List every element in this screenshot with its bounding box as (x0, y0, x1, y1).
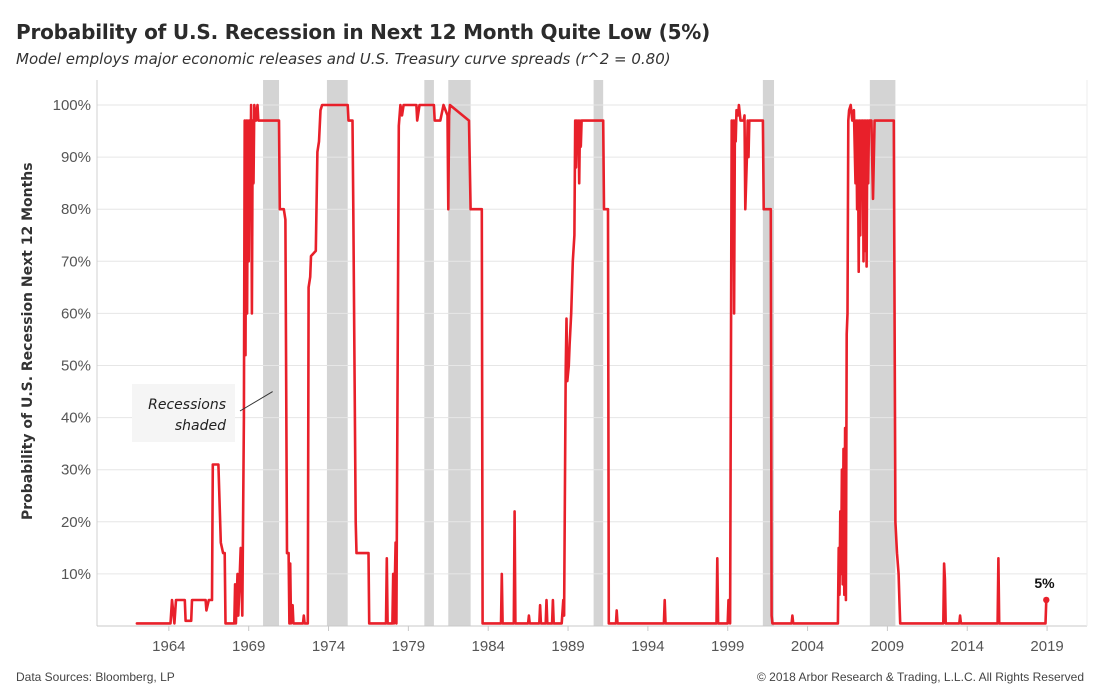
latest-value-label: 5% (1034, 575, 1055, 591)
x-tick-label: 1974 (312, 638, 345, 655)
gridlines-layer: 10% 20% 30% 40% 50% 60% 70% 80% 90% 100% (53, 97, 1087, 583)
x-tick-label: 2009 (871, 638, 904, 655)
chart-title: Probability of U.S. Recession in Next 12… (16, 20, 711, 44)
y-tick-label: 60% (61, 305, 91, 322)
x-tick-label: 2014 (951, 638, 984, 655)
series-line-0 (135, 103, 1048, 625)
recession-band-2 (424, 80, 434, 626)
y-tick-label: 10% (61, 566, 91, 583)
series-line-layer (135, 103, 1050, 625)
x-tick-label: 1979 (392, 638, 425, 655)
chart-subtitle: Model employs major economic releases an… (16, 50, 671, 68)
recession-band-5 (762, 80, 775, 626)
y-tick-label: 100% (53, 97, 91, 114)
recessions-annotation-pointer (239, 391, 273, 412)
y-tick-label: 80% (61, 201, 91, 218)
recession-band-4 (593, 80, 604, 626)
recession-band-0 (263, 80, 280, 626)
recessions-annotation-text: Recessions (148, 397, 226, 413)
x-tick-label: 1999 (711, 638, 744, 655)
annotations-layer: Recessions shaded 5% (132, 384, 1055, 591)
series-end-point (1043, 596, 1050, 604)
y-tick-label: 70% (61, 253, 91, 270)
recessions-annotation-box (132, 384, 235, 442)
x-tick-label: 2019 (1030, 638, 1063, 655)
recession-band-3 (448, 80, 471, 626)
y-tick-label: 20% (61, 514, 91, 531)
data-source: Data Sources: Bloomberg, LP (16, 670, 175, 684)
y-tick-label: 40% (61, 410, 91, 427)
x-tick-label: 1969 (232, 638, 265, 655)
copyright: © 2018 Arbor Research & Trading, L.L.C. … (756, 670, 1084, 684)
x-tick-label: 1964 (152, 638, 185, 655)
recession-band-1 (326, 80, 348, 626)
x-tick-label: 2004 (791, 638, 824, 655)
axes-layer: 1964 1969 1974 1979 1984 1989 1994 1999 2004 2009… (96, 80, 1088, 655)
x-tick-label: 1984 (472, 638, 505, 655)
y-tick-label: 90% (61, 149, 91, 166)
y-tick-label: 30% (61, 462, 91, 479)
x-tick-label: 1994 (631, 638, 664, 655)
recessions-annotation-text: shaded (175, 418, 226, 434)
x-tick-label: 1989 (551, 638, 584, 655)
recession-shading-layer (263, 80, 896, 626)
y-tick-label: 50% (61, 358, 91, 375)
recession-probability-chart: 10% 20% 30% 40% 50% 60% 70% 80% 90% 100% 1964 1969… (53, 80, 1088, 655)
